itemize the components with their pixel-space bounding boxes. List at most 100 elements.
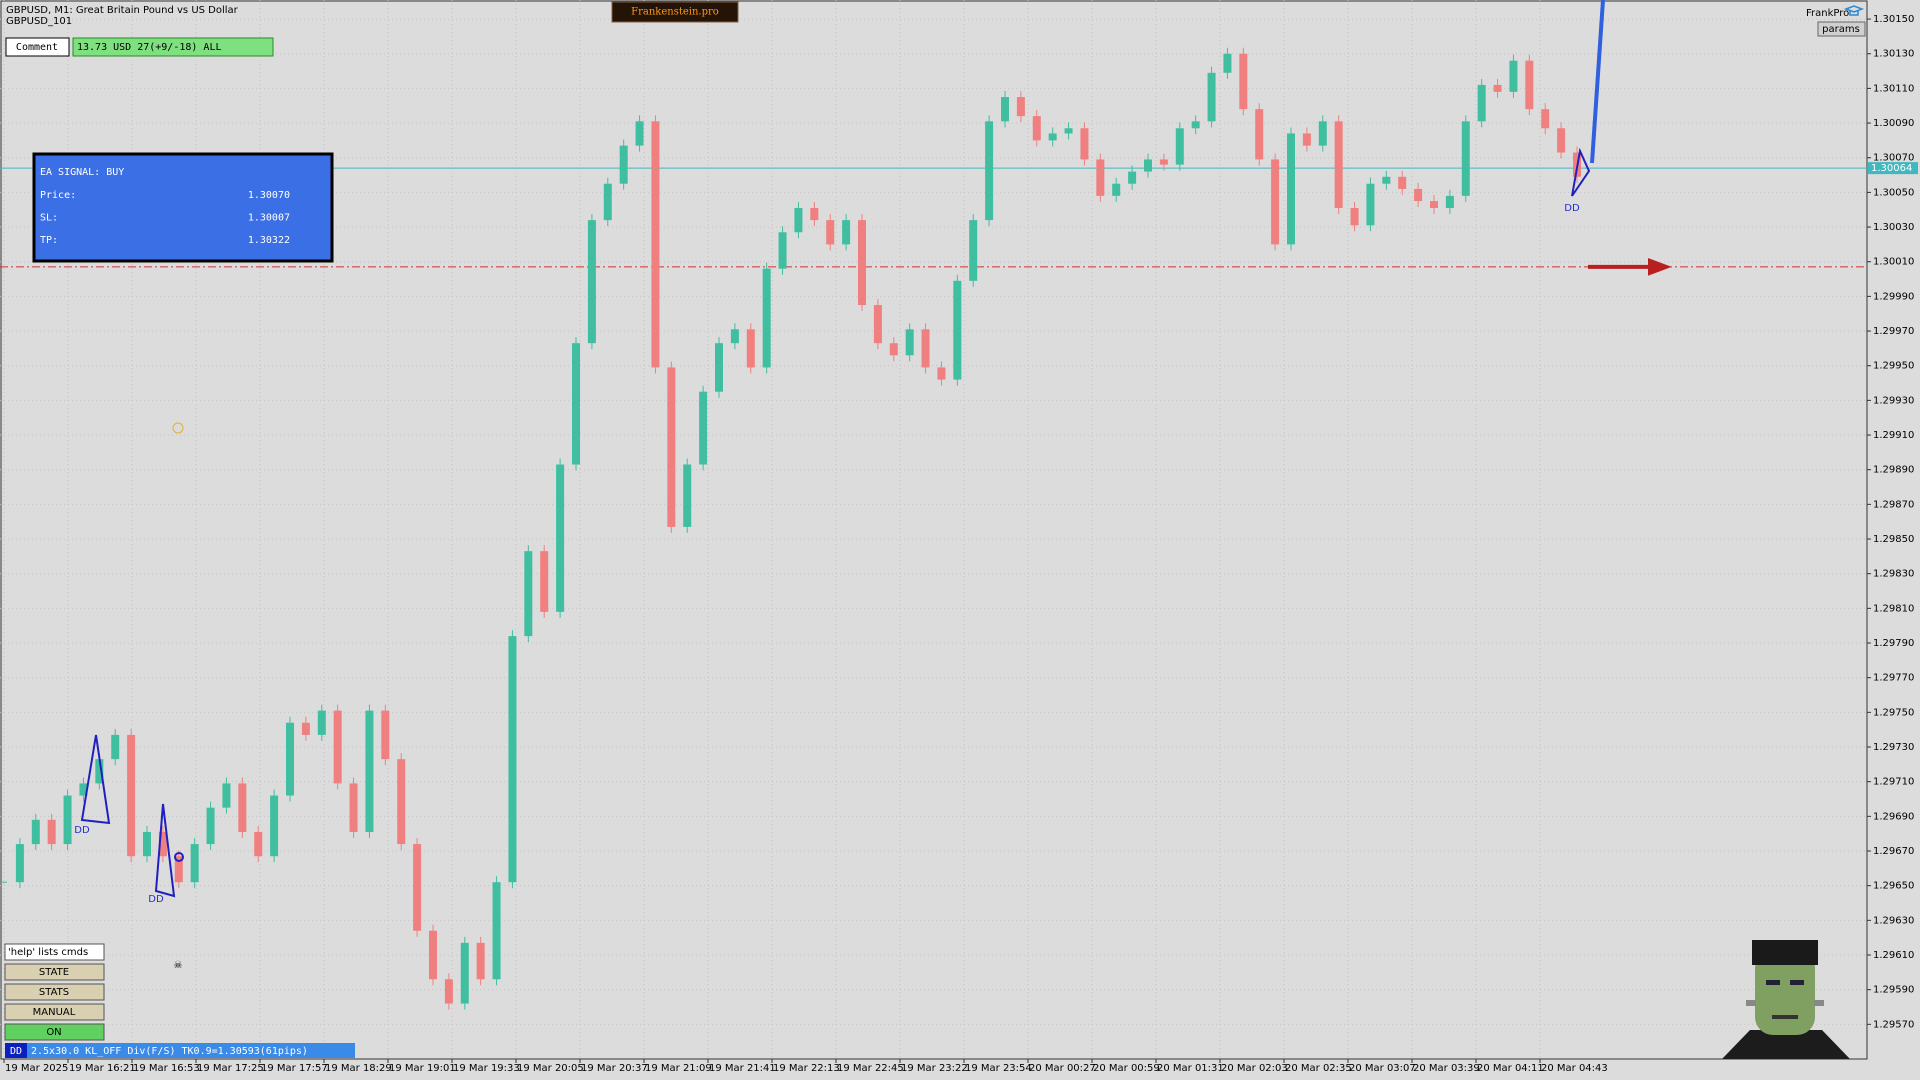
candle bbox=[1096, 159, 1105, 196]
candle bbox=[1493, 84, 1502, 92]
candle bbox=[1048, 133, 1057, 141]
status-bar bbox=[5, 1043, 355, 1058]
candle bbox=[1318, 121, 1327, 146]
candle bbox=[1207, 72, 1216, 122]
candle bbox=[683, 464, 692, 527]
button-label: ON bbox=[46, 1027, 61, 1038]
candle bbox=[858, 220, 866, 306]
candle bbox=[1032, 116, 1041, 141]
y-tick-label: 1.29970 bbox=[1873, 326, 1914, 337]
candle bbox=[1191, 121, 1200, 129]
signal-title: EA SIGNAL: BUY bbox=[40, 167, 124, 178]
candle bbox=[1366, 183, 1375, 226]
candle bbox=[127, 734, 136, 857]
candle bbox=[1302, 133, 1311, 146]
candle bbox=[937, 367, 946, 380]
signal-row-label: SL: bbox=[40, 213, 58, 224]
y-tick-label: 1.29910 bbox=[1873, 430, 1914, 441]
command-button[interactable] bbox=[4, 983, 105, 1001]
x-tick-label: 19 Mar 22:45 bbox=[837, 1063, 904, 1074]
candle bbox=[143, 831, 151, 857]
plot-frame bbox=[0, 0, 1868, 1060]
candle bbox=[79, 783, 88, 796]
y-tick-label: 1.30010 bbox=[1873, 257, 1914, 268]
y-tick-label: 1.29770 bbox=[1873, 673, 1914, 684]
command-button[interactable] bbox=[4, 963, 105, 981]
status-tag: DD bbox=[10, 1046, 22, 1057]
dd-label: DD bbox=[148, 894, 164, 905]
candle bbox=[746, 329, 755, 368]
comment-label: Comment bbox=[16, 42, 58, 53]
x-tick-label: 20 Mar 04:11 bbox=[1477, 1063, 1544, 1074]
candle bbox=[1128, 171, 1137, 184]
candle bbox=[826, 220, 835, 245]
x-tick-label: 19 Mar 23:22 bbox=[901, 1063, 968, 1074]
candle bbox=[317, 710, 326, 735]
candle bbox=[635, 121, 644, 146]
command-button[interactable] bbox=[4, 1003, 105, 1021]
candle bbox=[810, 207, 819, 221]
x-tick-label: 19 Mar 2025 bbox=[5, 1063, 68, 1074]
x-tick-label: 20 Mar 03:39 bbox=[1413, 1063, 1480, 1074]
candle bbox=[508, 636, 517, 883]
candle bbox=[1445, 195, 1454, 208]
x-tick-label: 19 Mar 17:25 bbox=[197, 1063, 264, 1074]
command-button[interactable] bbox=[4, 1023, 105, 1041]
candle bbox=[206, 807, 215, 845]
y-tick-label: 1.29810 bbox=[1873, 603, 1914, 614]
dd-label: DD bbox=[1564, 203, 1580, 214]
candle bbox=[174, 856, 183, 883]
candle bbox=[1271, 159, 1280, 245]
sun-icon bbox=[172, 422, 184, 434]
dd-dot bbox=[174, 852, 184, 862]
candle bbox=[1382, 176, 1391, 184]
candle bbox=[889, 343, 898, 356]
candle bbox=[1287, 133, 1295, 245]
user: FrankPro bbox=[1806, 8, 1849, 19]
candle bbox=[63, 795, 72, 845]
button-label: STATS bbox=[39, 987, 69, 998]
comment-value-box bbox=[72, 37, 274, 57]
skull-icon: ☠ bbox=[174, 960, 183, 971]
button-label: MANUAL bbox=[33, 1007, 76, 1018]
signal-row-label: TP: bbox=[40, 235, 58, 246]
x-tick-label: 19 Mar 17:57 bbox=[261, 1063, 328, 1074]
candle bbox=[651, 121, 660, 368]
x-tick-label: 19 Mar 21:09 bbox=[645, 1063, 712, 1074]
y-tick-label: 1.29930 bbox=[1873, 395, 1914, 406]
candle bbox=[587, 220, 596, 344]
candle bbox=[762, 268, 771, 368]
candle bbox=[873, 305, 882, 344]
candle bbox=[476, 942, 485, 980]
button-label: 'help' lists cmds bbox=[8, 947, 88, 958]
candle bbox=[572, 343, 580, 465]
candle bbox=[1414, 188, 1423, 202]
x-tick-label: 20 Mar 03:07 bbox=[1349, 1063, 1416, 1074]
x-tick-label: 20 Mar 00:27 bbox=[1029, 1063, 1096, 1074]
candle bbox=[1461, 121, 1470, 196]
candle bbox=[1477, 84, 1486, 122]
params-button[interactable] bbox=[1817, 21, 1866, 37]
candle bbox=[460, 942, 469, 1004]
candle bbox=[667, 367, 676, 527]
candle bbox=[619, 145, 628, 184]
candle bbox=[1223, 53, 1232, 73]
candle bbox=[1064, 128, 1073, 134]
candle bbox=[270, 795, 279, 857]
candle bbox=[158, 831, 167, 857]
y-tick-label: 1.29670 bbox=[1873, 846, 1914, 857]
x-tick-label: 19 Mar 16:53 bbox=[133, 1063, 200, 1074]
y-tick-label: 1.30110 bbox=[1873, 83, 1914, 94]
x-tick-label: 20 Mar 02:35 bbox=[1285, 1063, 1352, 1074]
candle bbox=[444, 979, 453, 1004]
candle bbox=[1159, 159, 1168, 165]
brand: Frankenstein.pro bbox=[631, 7, 719, 18]
y-tick-label: 1.29630 bbox=[1873, 915, 1914, 926]
candle bbox=[254, 831, 263, 857]
candle bbox=[524, 551, 533, 637]
candle bbox=[699, 391, 708, 465]
candle bbox=[603, 183, 612, 221]
candle bbox=[1398, 176, 1407, 189]
candle bbox=[842, 220, 851, 245]
candle bbox=[794, 207, 803, 233]
